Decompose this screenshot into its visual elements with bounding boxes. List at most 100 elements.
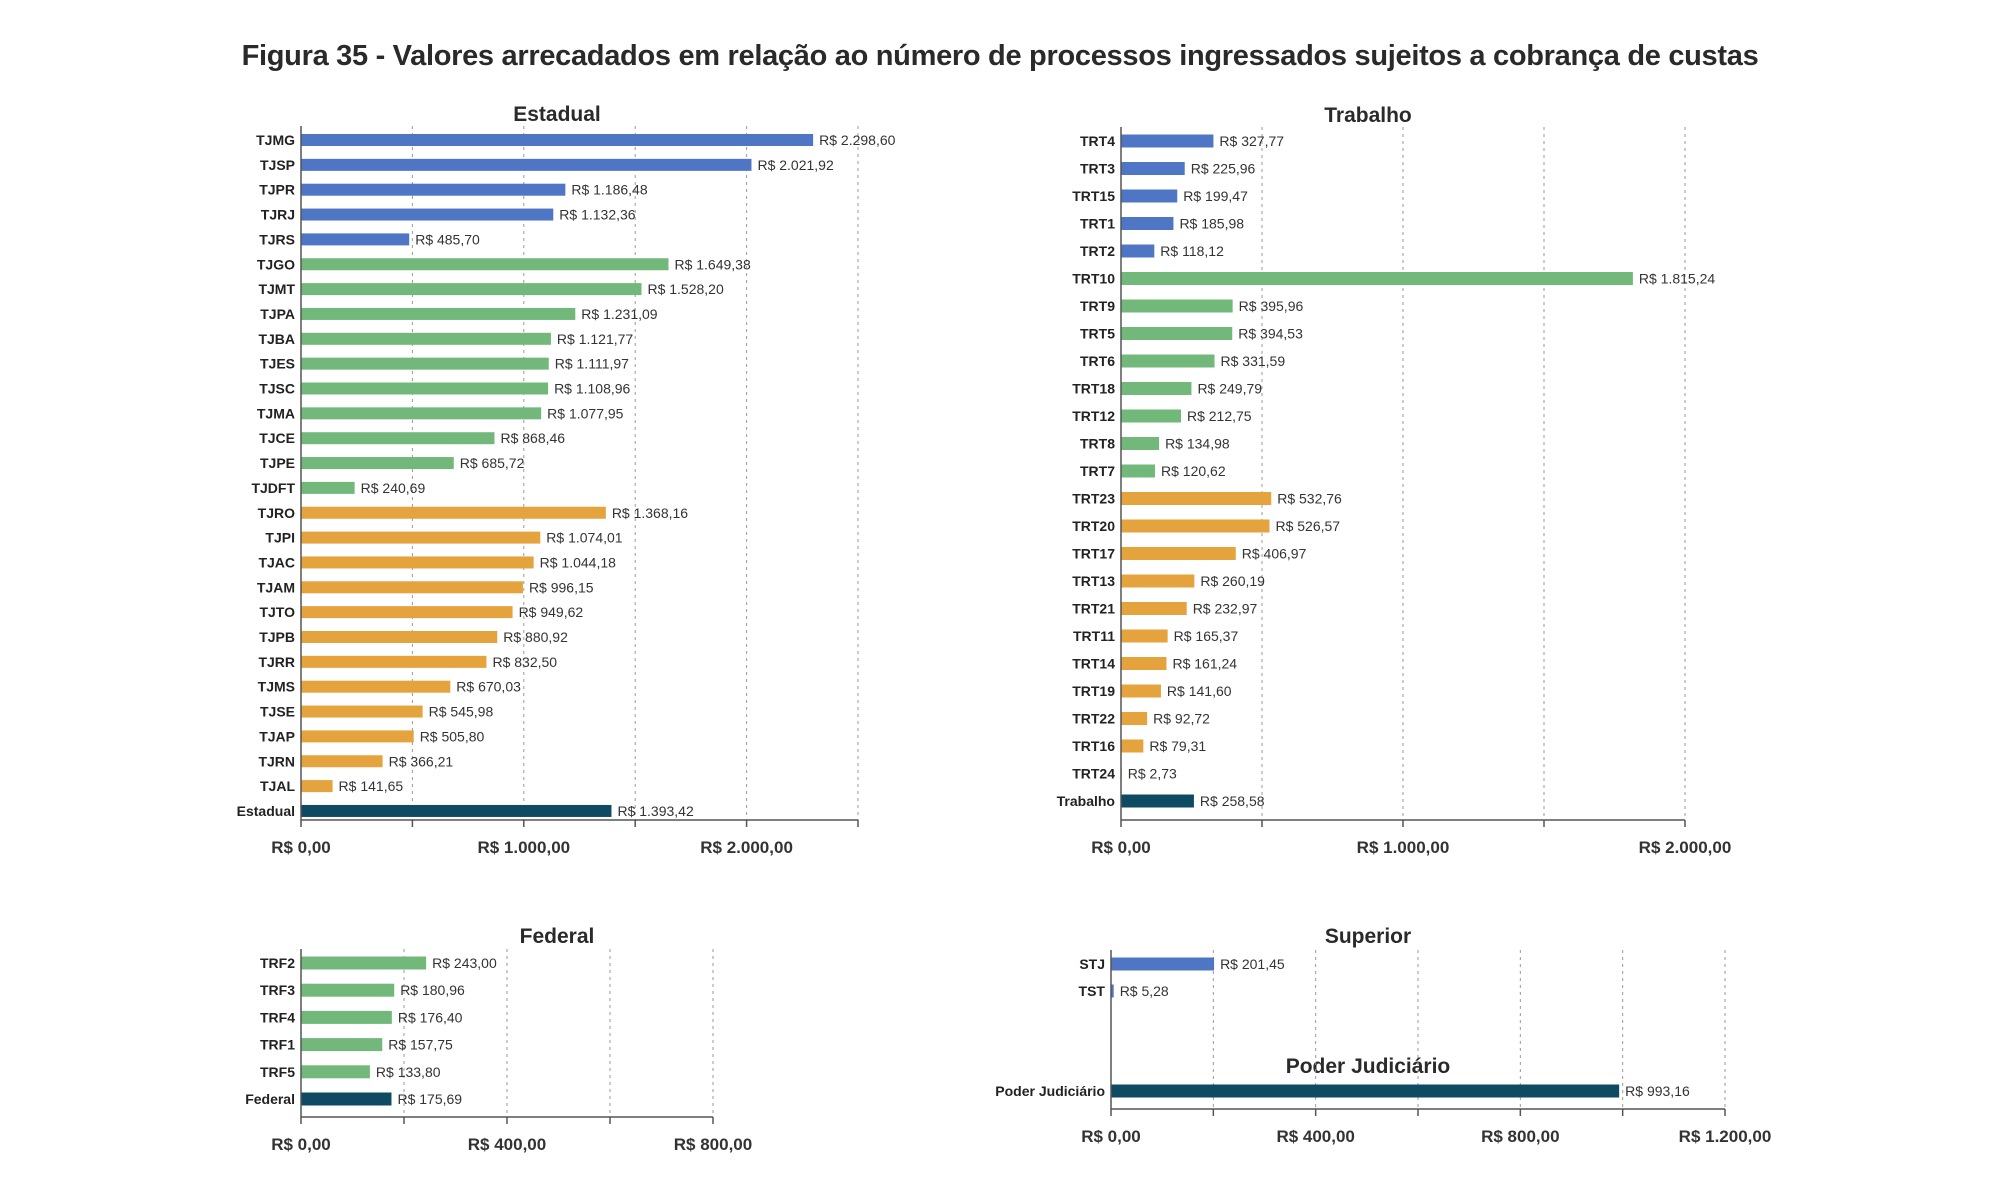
estadual-category-label: TJCE	[259, 430, 295, 446]
estadual-category-label: TJMG	[256, 132, 295, 148]
federal-category-label: TRF5	[260, 1064, 295, 1080]
estadual-bar-tjmt	[301, 283, 642, 296]
trabalho-data-label: R$ 532,76	[1277, 491, 1342, 507]
trabalho-category-label: TRT14	[1072, 656, 1115, 672]
estadual-data-label: R$ 1.231,09	[581, 306, 657, 322]
trabalho-bar-trt9	[1121, 299, 1233, 313]
trabalho-data-label: R$ 185,98	[1179, 216, 1244, 232]
federal-data-label: R$ 157,75	[388, 1037, 453, 1053]
estadual-category-label: TJRO	[258, 505, 295, 521]
trabalho-category-label: TRT21	[1072, 601, 1115, 617]
estadual-data-label: R$ 1.132,36	[559, 207, 635, 223]
estadual-bar-tjsc	[301, 382, 549, 395]
estadual-bar-tjrn	[301, 755, 383, 768]
estadual-category-label: TJPR	[259, 182, 295, 198]
estadual-data-label: R$ 685,72	[460, 455, 525, 471]
estadual-data-label: R$ 240,69	[361, 480, 426, 496]
estadual-data-label: R$ 141,65	[339, 778, 404, 794]
trabalho-category-label: TRT1	[1080, 216, 1115, 232]
trabalho-category-label: TRT8	[1080, 436, 1115, 452]
estadual-data-label: R$ 505,80	[420, 728, 485, 744]
superior-subtitle: Poder Judiciário	[1286, 1055, 1451, 1078]
estadual-category-label: TJSE	[260, 704, 295, 720]
estadual-bar-estadual	[301, 804, 612, 817]
federal-data-label: R$ 180,96	[400, 982, 465, 998]
trabalho-bar-trt8	[1121, 437, 1160, 450]
federal-bar-federal	[301, 1092, 392, 1106]
trabalho-category-label: TRT7	[1080, 463, 1115, 479]
federal-category-label: Federal	[245, 1091, 295, 1107]
superior-data-label: R$ 5,28	[1120, 983, 1169, 999]
superior-category-label: Poder Judiciário	[995, 1083, 1105, 1099]
federal-category-label: TRF4	[260, 1009, 295, 1025]
trabalho-category-label: TRT15	[1072, 188, 1115, 204]
federal-title: Federal	[520, 925, 595, 948]
estadual-category-label: TJSP	[260, 157, 295, 173]
estadual-bar-tjma	[301, 407, 542, 420]
estadual-data-label: R$ 1.044,18	[540, 554, 616, 570]
trabalho-category-label: TRT2	[1080, 243, 1115, 259]
trabalho-data-label: R$ 394,53	[1238, 326, 1303, 342]
estadual-bar-tjap	[301, 730, 414, 743]
superior-x-tick-label: R$ 400,00	[1276, 1127, 1354, 1146]
trabalho-bar-trt19	[1121, 684, 1161, 698]
estadual-data-label: R$ 1.393,42	[617, 803, 693, 819]
trabalho-x-tick-label: R$ 2.000,00	[1639, 838, 1732, 857]
estadual-bar-tjpb	[301, 631, 498, 643]
trabalho-category-label: TRT19	[1072, 683, 1115, 699]
trabalho-title: Trabalho	[1324, 104, 1412, 127]
trabalho-data-label: R$ 327,77	[1219, 133, 1284, 149]
trabalho-category-label: TRT11	[1073, 628, 1115, 644]
estadual-data-label: R$ 880,92	[503, 629, 568, 645]
superior-x-tick-label: R$ 1.200,00	[1679, 1127, 1772, 1146]
estadual-data-label: R$ 1.186,48	[571, 182, 647, 198]
superior-title: Superior	[1325, 925, 1411, 948]
estadual-bar-tjes	[301, 357, 549, 370]
trabalho-category-label: TRT4	[1080, 133, 1115, 149]
trabalho-category-label: TRT5	[1080, 326, 1115, 342]
estadual-category-label: TJPI	[265, 530, 295, 546]
trabalho-data-label: R$ 406,97	[1242, 546, 1307, 562]
estadual-bar-tjrs	[301, 233, 410, 246]
trabalho-category-label: TRT10	[1072, 271, 1115, 287]
estadual-category-label: TJRN	[258, 753, 295, 769]
estadual-bar-tjto	[301, 606, 513, 619]
estadual-data-label: R$ 485,70	[415, 231, 480, 247]
trabalho-data-label: R$ 526,57	[1275, 518, 1340, 534]
federal-data-label: R$ 175,69	[397, 1091, 462, 1107]
trabalho-category-label: TRT22	[1072, 711, 1115, 727]
estadual-category-label: TJAM	[257, 579, 295, 595]
trabalho-data-label: R$ 2,73	[1128, 766, 1177, 782]
trabalho-category-label: TRT16	[1072, 738, 1115, 754]
estadual-data-label: R$ 996,15	[529, 579, 594, 595]
trabalho-bar-trt15	[1121, 189, 1178, 203]
trabalho-bar-trt2	[1121, 244, 1155, 258]
federal-bar-trf2	[301, 956, 427, 970]
estadual-bar-tjal	[301, 780, 333, 793]
estadual-data-label: R$ 1.368,16	[612, 505, 688, 521]
federal-data-label: R$ 133,80	[376, 1064, 441, 1080]
estadual-bar-tjam	[301, 581, 523, 594]
estadual-data-label: R$ 545,98	[429, 704, 494, 720]
trabalho-category-label: TRT6	[1080, 353, 1115, 369]
estadual-x-tick-label: R$ 0,00	[271, 838, 331, 857]
superior-data-label: R$ 993,16	[1625, 1083, 1690, 1099]
estadual-data-label: R$ 1.074,01	[546, 530, 622, 546]
trabalho-data-label: R$ 79,31	[1149, 738, 1206, 754]
estadual-category-label: TJPE	[260, 455, 295, 471]
trabalho-x-tick-label: R$ 1.000,00	[1357, 838, 1450, 857]
estadual-bar-tjro	[301, 506, 606, 519]
estadual-category-label: TJGO	[257, 256, 295, 272]
trabalho-bar-trt5	[1121, 327, 1233, 340]
trabalho-data-label: R$ 225,96	[1191, 161, 1256, 177]
trabalho-category-label: TRT3	[1080, 161, 1115, 177]
estadual-bar-tjms	[301, 680, 451, 693]
trabalho-data-label: R$ 118,12	[1160, 243, 1224, 259]
federal-data-label: R$ 176,40	[398, 1009, 463, 1025]
trabalho-category-label: TRT24	[1072, 766, 1115, 782]
trabalho-bar-trt14	[1121, 657, 1167, 670]
estadual-bar-tjpi	[301, 531, 541, 544]
federal-category-label: TRF2	[260, 955, 295, 971]
estadual-category-label: TJTO	[259, 604, 295, 620]
